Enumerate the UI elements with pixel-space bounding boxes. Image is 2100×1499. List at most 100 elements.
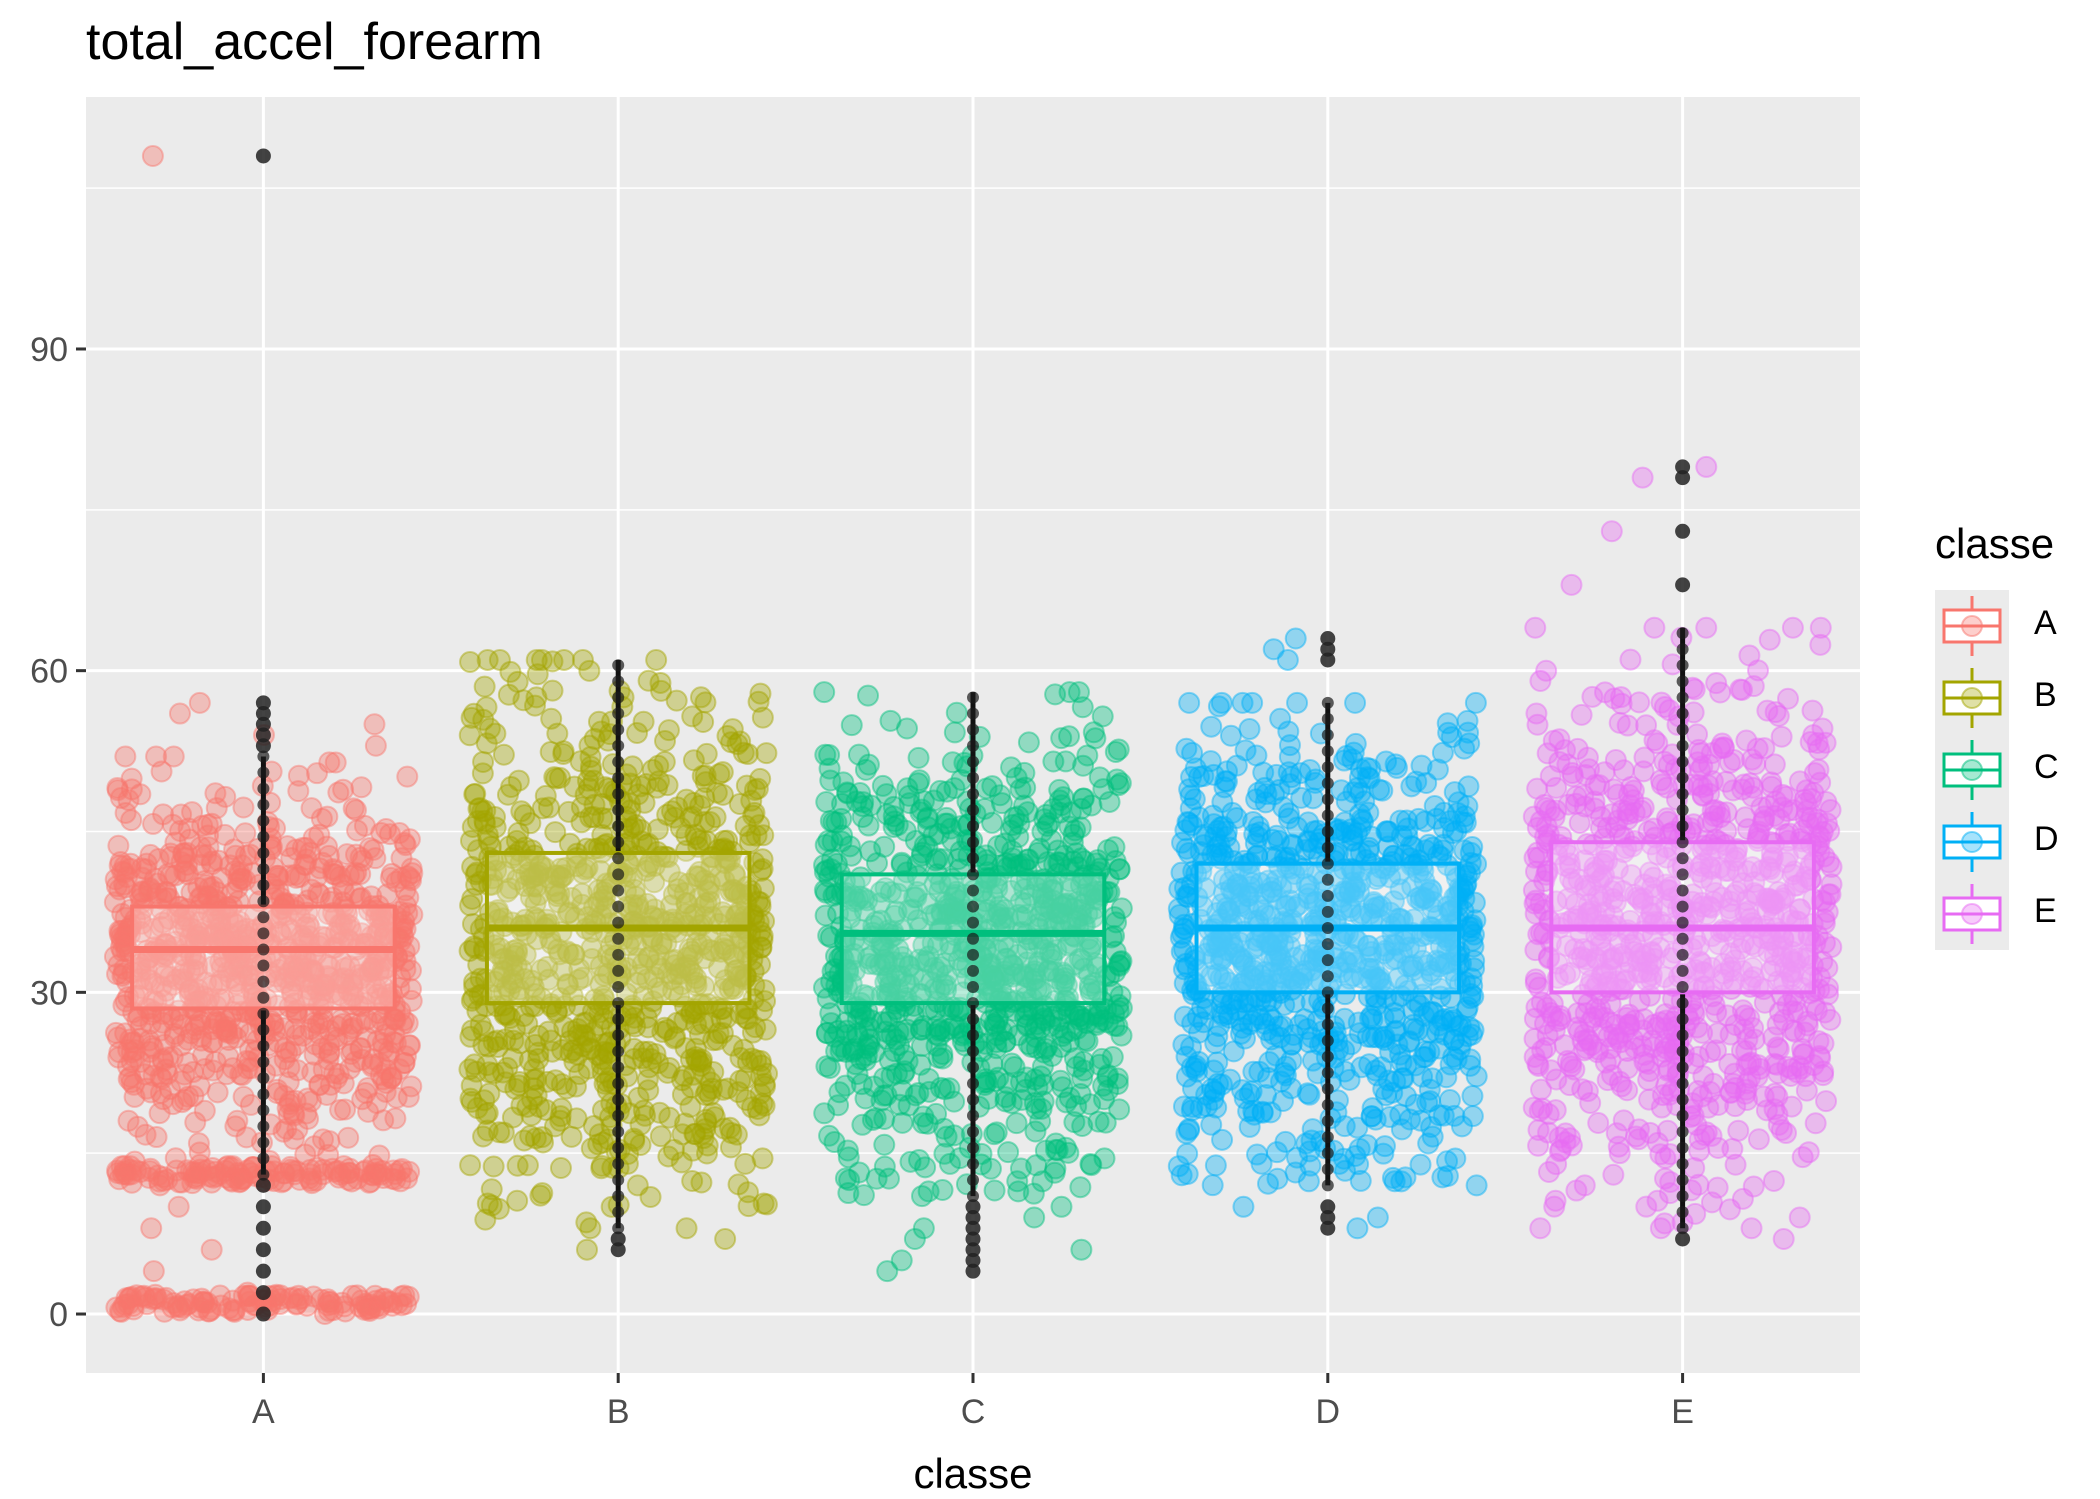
jitter-point [108, 854, 131, 877]
jitter-point [129, 783, 152, 806]
jitter-point [316, 954, 339, 977]
jitter-point [182, 958, 205, 981]
jitter-point [282, 955, 305, 978]
jitter-point [369, 1064, 392, 1087]
jitter-point [1596, 1069, 1619, 1092]
jitter-point [307, 881, 330, 904]
jitter-point [997, 1141, 1020, 1164]
jitter-point [895, 717, 918, 740]
jitter-point [591, 807, 614, 830]
jitter-point [374, 1023, 397, 1046]
jitter-point [322, 863, 345, 886]
jitter-point [1241, 691, 1264, 714]
jitter-point [1023, 1206, 1046, 1229]
jitter-point [129, 1027, 152, 1050]
jitter-point [380, 862, 403, 885]
jitter-point [316, 805, 339, 828]
jitter-point [291, 836, 314, 859]
jitter-point [1178, 691, 1201, 714]
jitter-point [1070, 1238, 1093, 1261]
jitter-point [170, 851, 193, 874]
jitter-point [200, 1238, 223, 1261]
jitter-point [341, 1039, 364, 1062]
jitter-point [339, 968, 362, 991]
jitter-point [1206, 1051, 1229, 1074]
jitter-point [916, 807, 939, 830]
jitter-point [1201, 1174, 1224, 1197]
jitter-point [817, 829, 840, 852]
jitter-point [492, 743, 515, 766]
jitter-point [694, 691, 717, 714]
jitter-point [277, 1071, 300, 1094]
jitter-point [135, 958, 158, 981]
jitter-point [943, 1124, 966, 1147]
jitter-point [525, 648, 548, 671]
jitter-point [229, 1168, 252, 1191]
jitter-point [857, 814, 880, 837]
jitter-point [681, 805, 704, 828]
jitter-point [1619, 648, 1642, 671]
jitter-point [390, 921, 413, 944]
jitter-point [983, 1123, 1006, 1146]
jitter-point [231, 957, 254, 980]
jitter-point [1437, 721, 1460, 744]
jitter-point [845, 1022, 868, 1045]
jitter-point [272, 1120, 295, 1143]
jitter-point [209, 912, 232, 935]
jitter-point [204, 1050, 227, 1073]
jitter-point [107, 954, 130, 977]
jitter-point [1286, 691, 1309, 714]
jitter-point [350, 776, 373, 799]
jitter-point [350, 967, 373, 990]
jitter-point [143, 867, 166, 890]
jitter-point [519, 1124, 542, 1147]
jitter-point [872, 1084, 895, 1107]
jitter-point [217, 908, 240, 931]
jitter-point [134, 858, 157, 881]
jitter-point [216, 960, 239, 983]
jitter-point [290, 960, 313, 983]
jitter-point [279, 1040, 302, 1063]
jitter-point [1096, 1011, 1119, 1034]
jitter-point [303, 1011, 326, 1034]
jitter-point [161, 813, 184, 836]
jitter-point [198, 876, 221, 899]
jitter-point [710, 1007, 733, 1030]
jitter-point [285, 1024, 308, 1047]
jitter-point [396, 865, 419, 888]
jitter-point [751, 1147, 774, 1170]
jitter-point [301, 959, 324, 982]
jitter-point [401, 862, 424, 885]
jitter-point [699, 1071, 722, 1094]
jitter-point [135, 1077, 158, 1100]
jitter-point [1167, 897, 1190, 920]
jitter-point [349, 1012, 372, 1035]
jitter-point [126, 1115, 149, 1138]
jitter-point [149, 897, 172, 920]
jitter-point [172, 842, 195, 865]
jitter-point [1414, 810, 1437, 833]
jitter-point [217, 1028, 240, 1051]
jitter-point [1231, 1079, 1254, 1102]
jitter-point [1389, 1103, 1412, 1126]
jitter-point [753, 1075, 776, 1098]
jitter-point [1176, 1142, 1199, 1165]
jitter-point [219, 967, 242, 990]
jitter-point [873, 1155, 896, 1178]
jitter-point [335, 898, 358, 921]
jitter-point [1087, 1110, 1110, 1133]
jitter-point [314, 974, 337, 997]
jitter-point [499, 1007, 522, 1030]
jitter-point [272, 1017, 295, 1040]
jitter-point [147, 848, 170, 871]
jitter-point [637, 1079, 660, 1102]
jitter-point [337, 864, 360, 887]
jitter-point [145, 1126, 168, 1149]
jitter-point [1181, 1095, 1204, 1118]
jitter-point [303, 1043, 326, 1066]
jitter-point [1536, 742, 1559, 765]
jitter-point [882, 795, 905, 818]
jitter-point [840, 714, 863, 737]
jitter-point [1173, 1005, 1196, 1028]
jitter-point [196, 813, 219, 836]
